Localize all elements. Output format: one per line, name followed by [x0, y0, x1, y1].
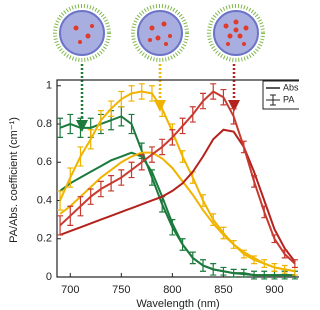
y-tick-label: 0.2	[37, 233, 52, 245]
y-axis-label: PA/Abs. coefficient (cm⁻¹)	[8, 117, 20, 243]
error-bar	[88, 189, 94, 204]
x-axis-label: Wavelength (nm)	[136, 298, 219, 310]
legend-label: Abs	[283, 82, 299, 92]
x-tick-label: 850	[214, 284, 232, 296]
x-tick-label: 700	[61, 284, 79, 296]
y-tick-label: 1	[46, 80, 52, 92]
data-line	[60, 153, 295, 272]
legend-label: PA	[283, 94, 294, 104]
error-bar	[67, 206, 73, 225]
y-tick-label: 0.4	[37, 194, 52, 206]
error-bar	[159, 139, 165, 154]
error-bar	[98, 111, 104, 130]
error-bar	[190, 107, 196, 122]
error-bar	[210, 84, 216, 99]
x-tick-label: 750	[112, 284, 130, 296]
data-line	[60, 91, 295, 271]
y-tick-label: 0.8	[37, 118, 52, 130]
data-line	[60, 153, 295, 275]
error-bar	[129, 162, 135, 177]
error-bar	[108, 176, 114, 191]
error-bar	[57, 216, 63, 235]
plot-frame	[57, 80, 299, 277]
chart: PA/Abs. coefficient (cm⁻¹) Wavelength (n…	[0, 0, 299, 310]
x-tick-label: 900	[265, 284, 283, 296]
x-tick-label: 800	[163, 284, 181, 296]
y-tick-label: 0.6	[37, 156, 52, 168]
error-bar	[108, 101, 114, 116]
error-bar	[77, 147, 83, 166]
error-bar	[118, 91, 124, 106]
error-bar	[180, 118, 186, 133]
y-tick-label: 0	[46, 271, 52, 283]
error-bar	[88, 130, 94, 149]
error-bar	[98, 181, 104, 196]
error-bar	[118, 170, 124, 185]
error-bar	[200, 93, 206, 108]
